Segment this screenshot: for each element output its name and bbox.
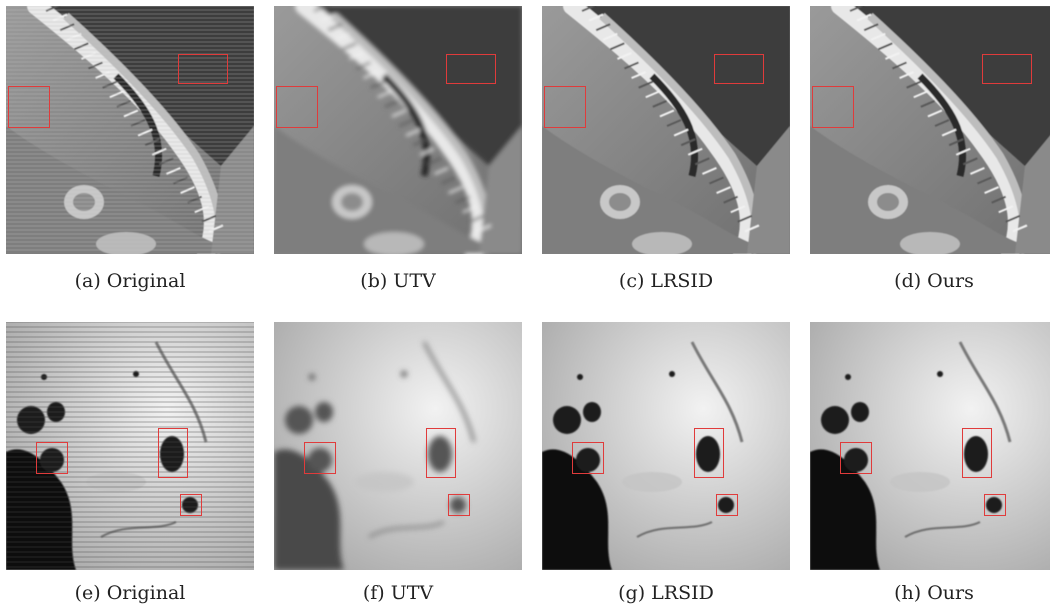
highlight-box — [714, 54, 764, 84]
highlight-box — [716, 494, 738, 516]
highlight-box — [178, 54, 228, 84]
highlight-box — [962, 428, 992, 478]
highlight-box — [984, 494, 1006, 516]
image-utv-cloud — [274, 322, 522, 570]
highlight-box — [36, 442, 68, 474]
caption-d: (d) Ours — [894, 270, 974, 292]
highlight-box — [572, 442, 604, 474]
caption-h: (h) Ours — [894, 582, 974, 604]
highlight-box — [304, 442, 336, 474]
caption-c: (c) LRSID — [618, 270, 714, 292]
caption-g: (g) LRSID — [618, 582, 714, 604]
highlight-box — [180, 494, 202, 516]
caption-a: (a) Original — [74, 270, 186, 292]
highlight-box — [694, 428, 724, 478]
caption-b: (b) UTV — [360, 270, 436, 292]
highlight-box — [8, 86, 50, 128]
image-original-cloud — [6, 322, 254, 570]
image-original-mountain — [6, 6, 254, 254]
caption-e: (e) Original — [74, 582, 186, 604]
highlight-box — [544, 86, 586, 128]
highlight-box — [276, 86, 318, 128]
image-lrsid-mountain — [542, 6, 790, 254]
caption-f: (f) UTV — [362, 582, 434, 604]
highlight-box — [840, 442, 872, 474]
image-lrsid-cloud — [542, 322, 790, 570]
highlight-box — [812, 86, 854, 128]
highlight-box — [158, 428, 188, 478]
highlight-box — [982, 54, 1032, 84]
highlight-box — [446, 54, 496, 84]
image-ours-cloud — [810, 322, 1050, 570]
image-utv-mountain — [274, 6, 522, 254]
image-ours-mountain — [810, 6, 1050, 254]
highlight-box — [426, 428, 456, 478]
highlight-box — [448, 494, 470, 516]
